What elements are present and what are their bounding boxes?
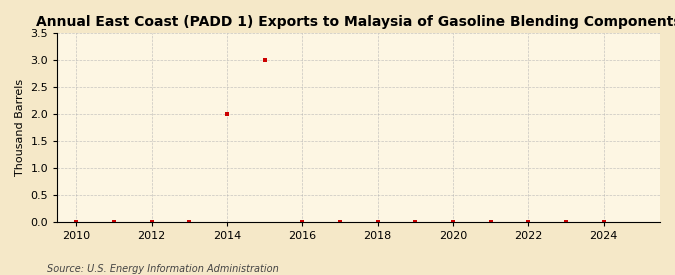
Text: Source: U.S. Energy Information Administration: Source: U.S. Energy Information Administ…	[47, 264, 279, 274]
Title: Annual East Coast (PADD 1) Exports to Malaysia of Gasoline Blending Components: Annual East Coast (PADD 1) Exports to Ma…	[36, 15, 675, 29]
Y-axis label: Thousand Barrels: Thousand Barrels	[15, 79, 25, 176]
